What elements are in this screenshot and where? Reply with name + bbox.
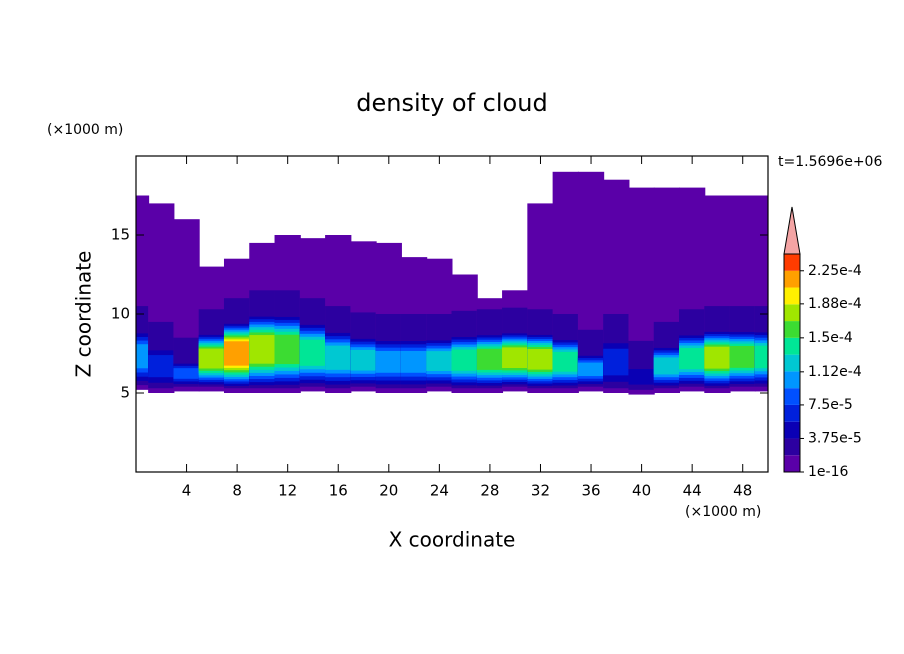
cloud-level xyxy=(375,350,402,373)
colorbar-swatch xyxy=(784,354,800,372)
x-tick-label: 20 xyxy=(379,482,398,500)
y-tick-label: 5 xyxy=(120,384,130,402)
colorbar-swatch xyxy=(784,270,800,288)
cloud-level xyxy=(653,357,681,375)
cloud-level xyxy=(173,368,200,379)
cloud-level xyxy=(223,341,251,366)
colorbar-tick-label: 1.12e-4 xyxy=(808,364,862,380)
x-unit: (×1000 m) xyxy=(685,504,761,520)
colorbar-swatch xyxy=(784,371,800,389)
x-tick-label: 48 xyxy=(733,482,752,500)
colorbar-swatch xyxy=(784,455,800,472)
colorbar-tick-label: 3.75e-5 xyxy=(808,430,862,446)
contour-field xyxy=(136,171,768,395)
colorbar-swatch xyxy=(784,438,800,456)
colorbar-swatch xyxy=(784,254,800,271)
time-label: t=1.5696e+06 xyxy=(778,154,882,170)
y-axis-label: Z coordinate xyxy=(72,251,96,378)
x-tick-label: 8 xyxy=(232,482,242,500)
cloud-level xyxy=(400,350,428,373)
cloud-level xyxy=(704,346,731,369)
cloud-level xyxy=(198,348,225,369)
colorbar-swatch xyxy=(784,337,800,355)
colorbar-swatch xyxy=(784,421,800,439)
colorbar-swatch xyxy=(784,404,800,422)
x-tick-label: 12 xyxy=(278,482,297,500)
y-tick-label: 10 xyxy=(111,305,130,323)
y-unit: (×1000 m) xyxy=(47,122,123,138)
cloud-level xyxy=(603,348,630,376)
colorbar-swatch xyxy=(784,321,800,338)
x-tick-label: 36 xyxy=(581,482,600,500)
x-tick-label: 28 xyxy=(480,482,499,500)
x-tick-label: 16 xyxy=(329,482,348,500)
colorbar-tick-label: 1e-16 xyxy=(808,464,848,480)
cloud-level xyxy=(502,347,529,369)
colorbar-swatch xyxy=(784,388,800,405)
colorbar-tick-label: 1.5e-4 xyxy=(808,330,853,346)
cloud-level xyxy=(426,351,453,372)
colorbar-swatch xyxy=(784,304,800,322)
y-tick-label: 15 xyxy=(111,226,130,244)
cloud-level xyxy=(451,349,478,371)
cloud-level xyxy=(476,348,504,370)
colorbar-swatch xyxy=(784,287,800,305)
x-tick-label: 32 xyxy=(531,482,550,500)
colorbar-frame xyxy=(783,253,801,473)
chart-title: density of cloud xyxy=(356,89,547,117)
cloud-level xyxy=(148,355,175,378)
cloud-level xyxy=(527,348,554,370)
x-tick-label: 24 xyxy=(430,482,449,500)
cloud-level xyxy=(249,335,276,364)
colorbar-over xyxy=(783,206,801,255)
cloud-level xyxy=(628,369,655,385)
cloud-level xyxy=(552,351,579,372)
x-tick-label: 4 xyxy=(182,482,192,500)
cloud-level xyxy=(325,345,352,370)
x-tick-label: 44 xyxy=(683,482,702,500)
x-tick-label: 40 xyxy=(632,482,651,500)
colorbar-tick-label: 1.88e-4 xyxy=(808,296,862,312)
cloud-level xyxy=(136,344,150,369)
colorbar-tick-label: 7.5e-5 xyxy=(808,397,853,413)
x-axis-label: X coordinate xyxy=(389,528,516,552)
cloud-level xyxy=(274,334,301,365)
cloud-level xyxy=(729,345,756,368)
colorbar-tick-label: 2.25e-4 xyxy=(808,263,862,279)
cloud-level xyxy=(350,349,377,371)
cloud-level xyxy=(679,347,706,370)
cloud-level xyxy=(299,339,327,366)
cloud-level xyxy=(577,362,605,377)
cloud-level xyxy=(754,345,768,369)
